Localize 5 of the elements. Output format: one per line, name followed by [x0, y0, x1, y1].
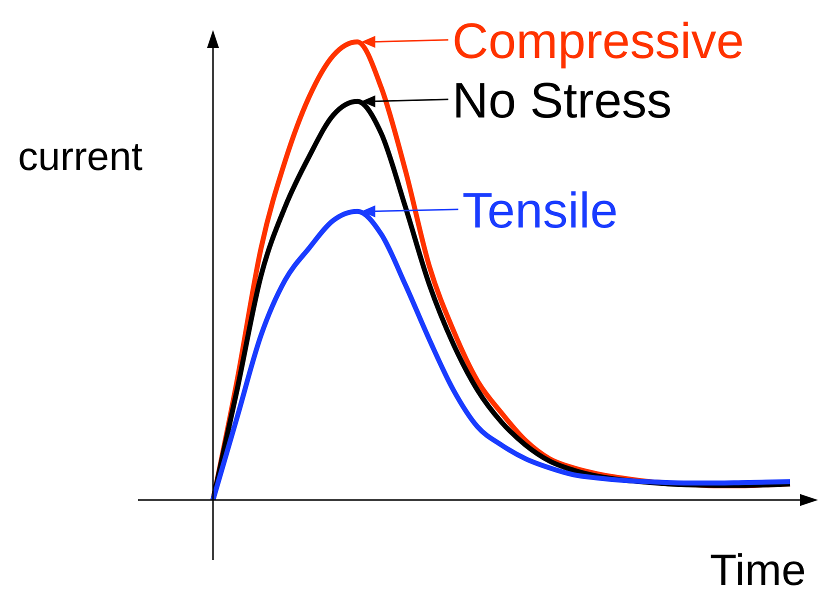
- y-axis-title: current: [18, 135, 142, 179]
- legend-label: Tensile: [462, 182, 618, 238]
- legend-label: Compressive: [452, 12, 744, 69]
- x-axis-title: Time: [710, 546, 806, 590]
- legend-label: No Stress: [452, 72, 672, 128]
